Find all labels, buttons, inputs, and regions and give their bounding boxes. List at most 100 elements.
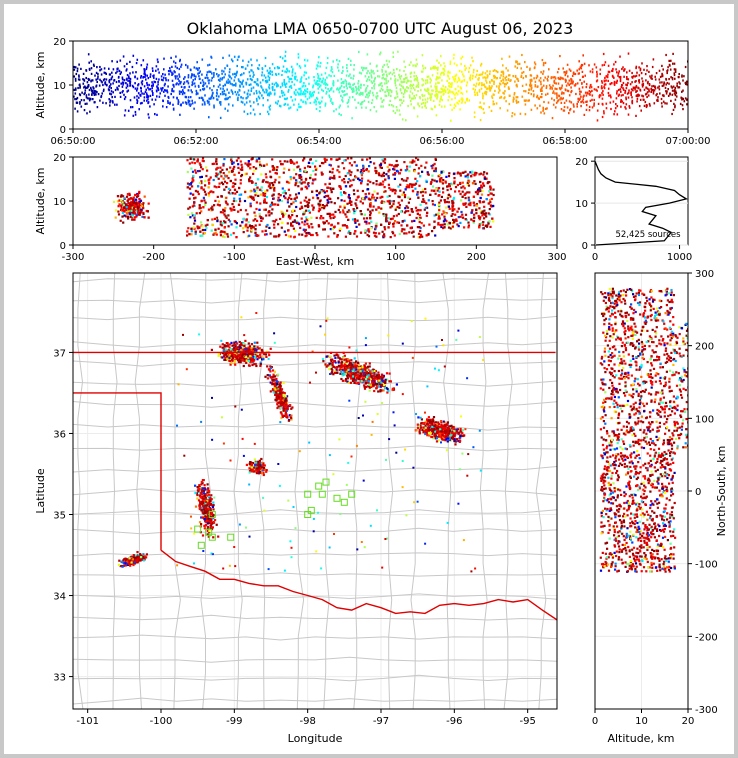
source-point [219, 103, 222, 106]
county-border-line [73, 488, 557, 496]
source-point [126, 193, 130, 196]
source-point [123, 214, 126, 217]
source-point [240, 175, 243, 178]
source-point [324, 102, 327, 105]
source-point [129, 197, 132, 200]
source-point [474, 75, 477, 78]
source-point [126, 68, 128, 71]
source-point [135, 200, 138, 203]
source-point [452, 218, 455, 221]
source-point [237, 203, 241, 206]
source-point [406, 224, 409, 227]
source-point [271, 168, 275, 171]
source-point [266, 89, 268, 92]
source-point [327, 194, 330, 197]
source-point [446, 185, 449, 188]
source-point [272, 166, 275, 170]
source-point [391, 230, 394, 234]
source-point [356, 219, 359, 222]
source-point [564, 74, 567, 77]
source-point [198, 207, 201, 210]
source-point [269, 104, 272, 107]
source-point [85, 69, 88, 72]
source-point [380, 105, 382, 108]
source-point [369, 214, 372, 217]
source-point [378, 84, 380, 87]
source-point [271, 86, 274, 89]
source-point [517, 78, 519, 81]
source-point [343, 224, 346, 227]
source-point [338, 112, 340, 115]
source-point [74, 79, 77, 82]
source-point [680, 96, 682, 99]
source-point [325, 158, 328, 161]
source-point [366, 72, 368, 75]
source-point [222, 164, 225, 167]
source-point [456, 64, 458, 67]
source-point [603, 79, 606, 82]
source-point [126, 211, 129, 214]
source-point [394, 192, 397, 195]
source-point [120, 206, 123, 209]
source-point [294, 98, 297, 101]
source-point [391, 217, 394, 220]
source-point [158, 78, 160, 81]
source-point [125, 195, 129, 198]
source-point [385, 220, 388, 223]
source-point [405, 179, 408, 182]
source-point [565, 99, 568, 102]
source-point [408, 197, 412, 200]
source-point [320, 161, 324, 165]
source-point [187, 82, 190, 85]
source-point [620, 105, 622, 108]
source-point [324, 78, 326, 81]
source-point [473, 213, 476, 216]
source-point [409, 161, 412, 164]
source-point [186, 230, 189, 233]
source-point [400, 99, 402, 102]
source-point [478, 89, 481, 92]
source-point [208, 182, 211, 185]
source-point [359, 210, 362, 213]
source-point [213, 232, 216, 235]
source-point [479, 172, 483, 175]
source-point [408, 184, 411, 187]
source-point [365, 222, 368, 225]
source-point [95, 84, 98, 87]
source-point [482, 97, 484, 100]
source-point [483, 102, 485, 105]
source-point [254, 81, 257, 84]
source-point [311, 204, 314, 207]
source-point [305, 200, 308, 203]
source-point [530, 74, 533, 77]
source-point [307, 224, 310, 228]
source-point [449, 195, 452, 198]
source-point [395, 90, 398, 93]
source-point [216, 203, 219, 206]
source-point [295, 161, 298, 164]
source-point [475, 172, 478, 175]
source-point [533, 61, 536, 64]
source-point [467, 196, 470, 199]
source-point [172, 96, 175, 99]
source-point [136, 95, 138, 98]
source-point [461, 181, 464, 184]
source-point [255, 201, 258, 204]
ew-y-tick-label-0: 0 [60, 241, 66, 252]
source-point [465, 90, 468, 93]
source-point [665, 92, 668, 95]
source-point [485, 172, 489, 175]
source-point [218, 185, 221, 188]
source-point [668, 59, 670, 62]
source-point [485, 177, 488, 180]
source-point [604, 83, 607, 86]
source-point [478, 82, 481, 85]
source-point [405, 186, 408, 189]
county-border-line [73, 674, 557, 682]
source-point [88, 61, 90, 64]
source-point [301, 85, 304, 88]
source-point [223, 213, 226, 216]
source-point [201, 234, 204, 237]
source-point [325, 82, 328, 85]
source-point [330, 188, 333, 191]
